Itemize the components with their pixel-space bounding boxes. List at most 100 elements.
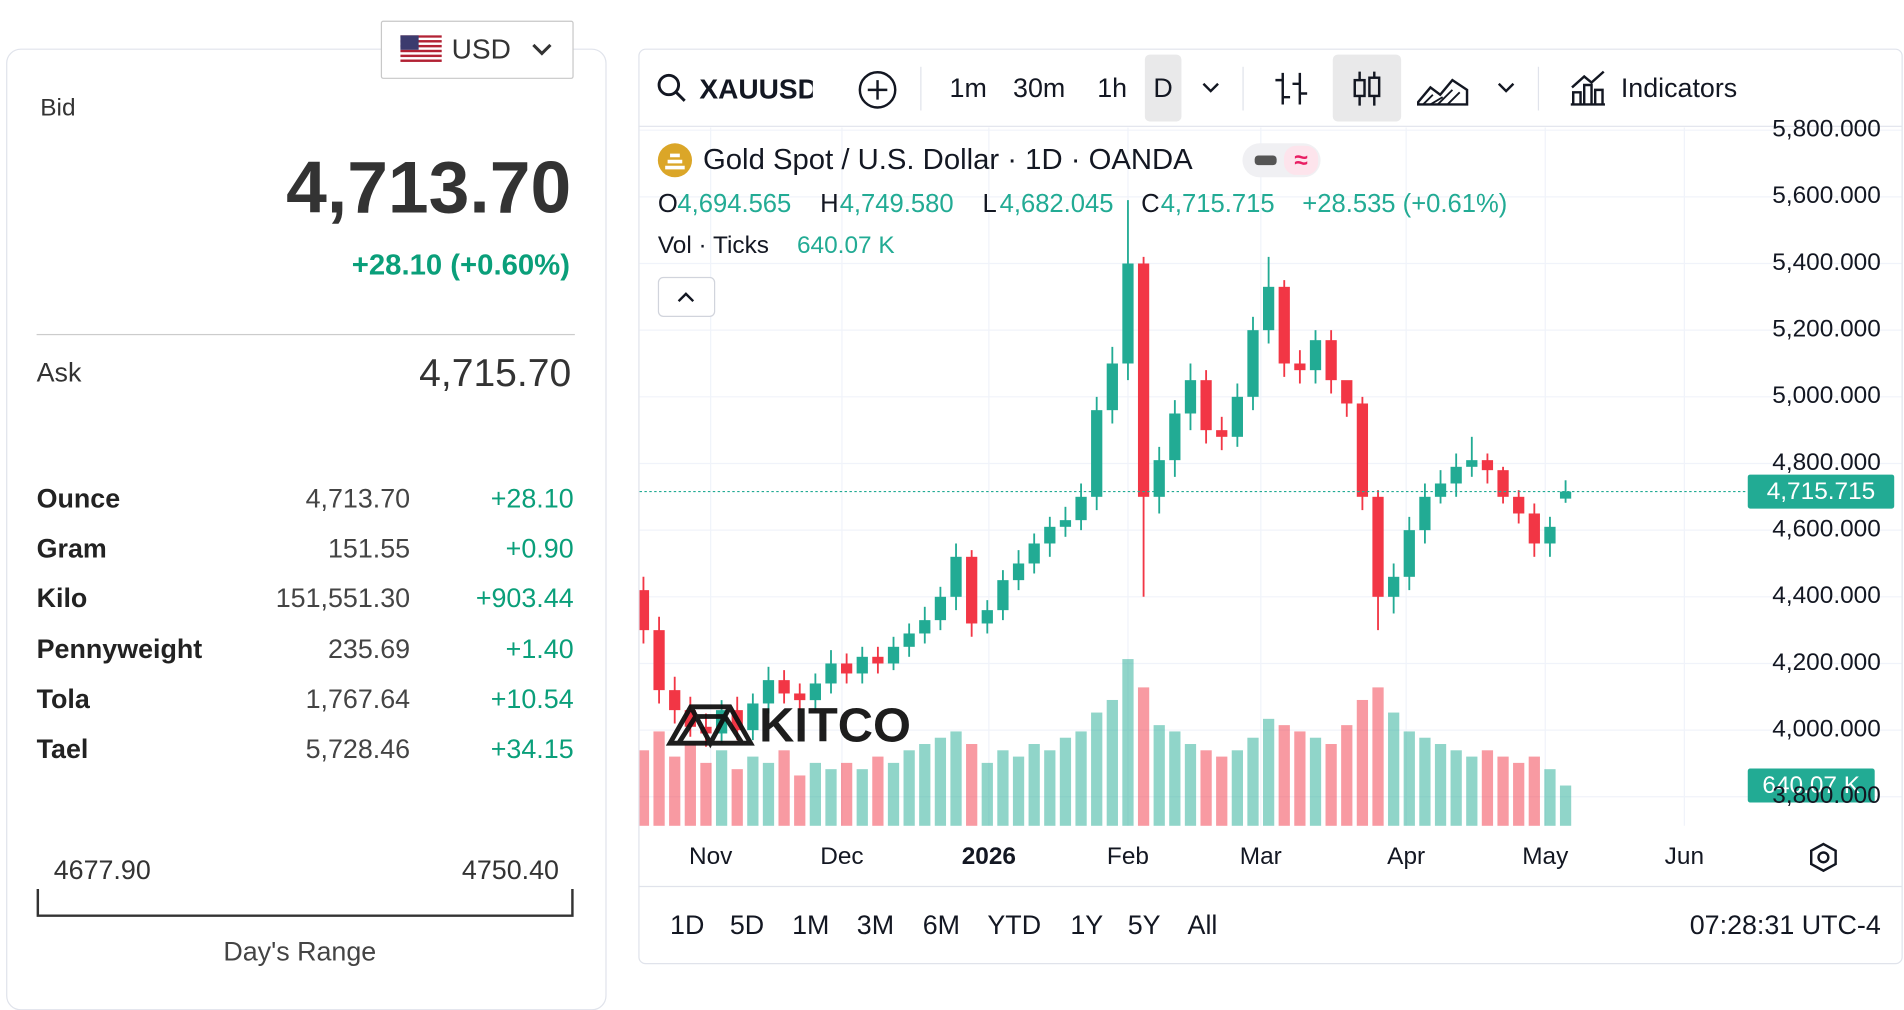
range-button[interactable]: 5D [729, 909, 765, 940]
volume-bar [809, 762, 821, 826]
unit-change: +28.10 [490, 483, 574, 514]
candle-body [1122, 263, 1134, 364]
volume-bar [997, 750, 1009, 826]
chevron[interactable] [1496, 81, 1516, 96]
range-button[interactable]: YTD [987, 909, 1042, 940]
volume-bar [1497, 756, 1509, 826]
settings-icon[interactable] [1810, 842, 1837, 873]
indicators-icon[interactable] [1567, 68, 1608, 109]
y-tick-label: 4,200.000 [1772, 649, 1881, 676]
range-button[interactable]: 1M [792, 909, 830, 940]
unit-price: 151,551.30 [275, 582, 411, 614]
range-high: 4750.40 [461, 854, 559, 886]
candle-body [1388, 576, 1400, 597]
interval[interactable]: D [1153, 72, 1173, 104]
candle-body [856, 656, 868, 674]
volume-bar [639, 750, 650, 826]
ask-label: Ask [36, 357, 82, 388]
x-tick-label: Feb [1107, 843, 1149, 870]
interval[interactable]: 1h [1097, 72, 1128, 104]
separator [920, 66, 922, 111]
overlay: 4,715.715 640.07 K [639, 474, 1895, 803]
candle-body [1513, 496, 1525, 514]
interval-active-bg [1144, 54, 1182, 122]
watermark-text: KITCO [759, 699, 911, 753]
search-icon[interactable] [657, 73, 689, 105]
x-tick-label: Jun [1665, 843, 1704, 870]
symbol-logo-mark [665, 153, 685, 170]
unit-name: Pennyweight [36, 633, 203, 665]
unit-name: Tola [36, 683, 90, 715]
interval[interactable]: 30m [1013, 72, 1066, 104]
indicators[interactable]: Indicators [1620, 72, 1738, 104]
volume-bar [747, 756, 759, 826]
candle-body [1309, 340, 1322, 371]
volume-bar [1122, 659, 1134, 826]
volume-bar [1184, 744, 1197, 826]
volume-bar [919, 744, 931, 826]
candle-body [1012, 563, 1025, 581]
candle-body [669, 690, 681, 711]
us-flag [400, 35, 442, 65]
volume-bar [778, 750, 790, 826]
y-tick-label: 3,800.000 [1772, 782, 1881, 809]
quote-card [6, 48, 607, 1010]
candle-body [1028, 543, 1040, 564]
volume-bar [1091, 712, 1103, 826]
bid-label: Bid [40, 94, 76, 122]
candle-body [1419, 496, 1431, 531]
chevron[interactable] [1201, 81, 1221, 96]
ohlc-label: H [820, 190, 838, 218]
range-button[interactable]: 3M [856, 909, 895, 940]
volume-bar [1372, 687, 1384, 826]
volume-bar [1153, 725, 1165, 826]
candle-body [1372, 496, 1384, 597]
volume-bar [934, 737, 947, 826]
volume-bar [1356, 699, 1369, 826]
y-tick-label: 4,400.000 [1772, 582, 1881, 609]
volume-bar [966, 744, 978, 826]
volume-bar [1200, 750, 1212, 826]
unit-price: 4,713.70 [305, 483, 411, 514]
volume-bar [981, 762, 993, 826]
last-price-label: 4,715.715 [1767, 478, 1876, 505]
currency-select[interactable]: USD [380, 20, 574, 79]
ohlc-change: +28.535 (+0.61%) [1302, 190, 1507, 218]
y-tick-label: 5,000.000 [1772, 382, 1881, 409]
y-tick-label: 4,600.000 [1772, 516, 1881, 543]
candle-body [1559, 491, 1572, 499]
range-button[interactable]: 1D [670, 909, 705, 940]
candle-body [1434, 483, 1447, 497]
candle-body [1169, 413, 1181, 461]
candle-body [950, 556, 962, 597]
separator [1537, 66, 1540, 111]
candle-body [966, 556, 978, 624]
volume-bar [1544, 769, 1556, 826]
collapse-legend[interactable] [657, 276, 716, 317]
unit-price: 235.69 [327, 633, 411, 665]
area-icon[interactable] [1416, 70, 1470, 106]
volume-bar [887, 762, 900, 826]
candle-body [794, 693, 806, 701]
compare-button[interactable] [857, 69, 898, 110]
range-button[interactable]: All [1187, 909, 1218, 940]
chart-type-active[interactable] [1332, 54, 1402, 122]
volume-bar [1012, 756, 1025, 826]
symbol[interactable]: XAUUSD [699, 72, 813, 105]
range-button[interactable]: 1Y [1070, 909, 1104, 940]
bars-icon[interactable] [1272, 69, 1311, 108]
legend-title: Gold Spot / U.S. Dollar · 1D · OANDA [703, 144, 1193, 176]
range-bar [36, 888, 574, 917]
candle-body [841, 663, 853, 674]
candle-body [778, 680, 790, 694]
interval[interactable]: 1m [949, 72, 987, 104]
candle-body [639, 590, 650, 631]
candle-body [1356, 403, 1369, 497]
volume-bar [1325, 744, 1337, 826]
volume-bar [856, 769, 868, 826]
volume-bar [1106, 699, 1118, 826]
range-button[interactable]: 6M [922, 909, 960, 940]
range-button[interactable]: 5Y [1127, 909, 1161, 940]
candle-body [919, 620, 931, 634]
candle-body [1481, 460, 1494, 471]
